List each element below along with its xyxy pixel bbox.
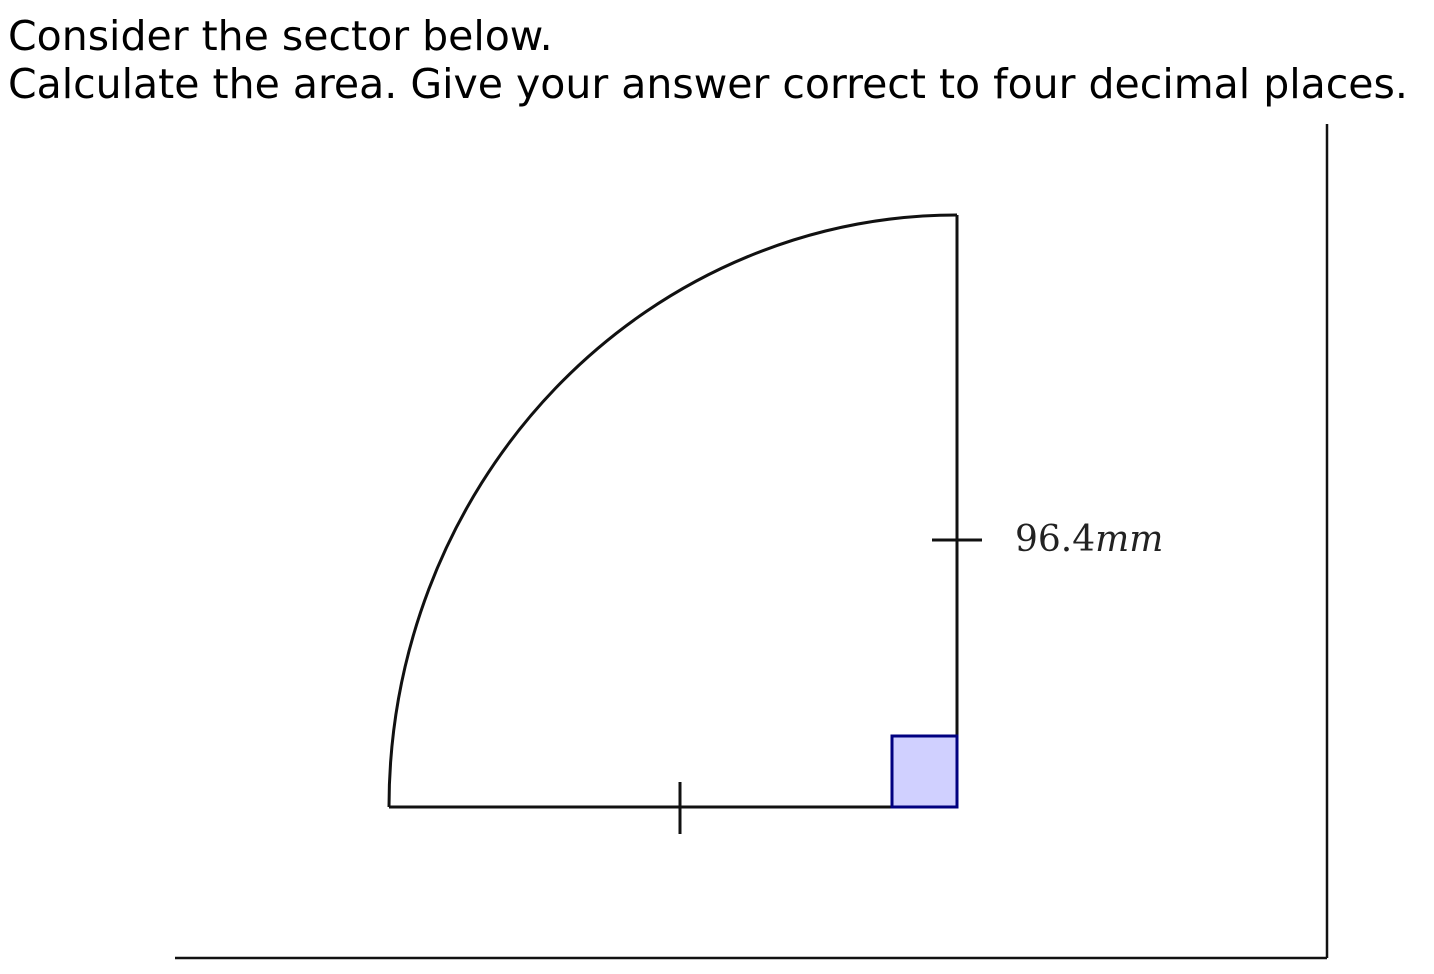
radius-value: 96.4	[1015, 519, 1095, 560]
radius-unit: mm	[1095, 519, 1163, 560]
question-line-2: Calculate the area. Give your answer cor…	[8, 60, 1408, 108]
question-line-1: Consider the sector below.	[8, 12, 553, 60]
right-angle-marker	[890, 734, 959, 809]
radius-label: 96.4mm	[1015, 519, 1163, 560]
sector-arc	[387, 213, 958, 808]
question-text: Consider the sector below. Calculate the…	[8, 12, 1408, 108]
